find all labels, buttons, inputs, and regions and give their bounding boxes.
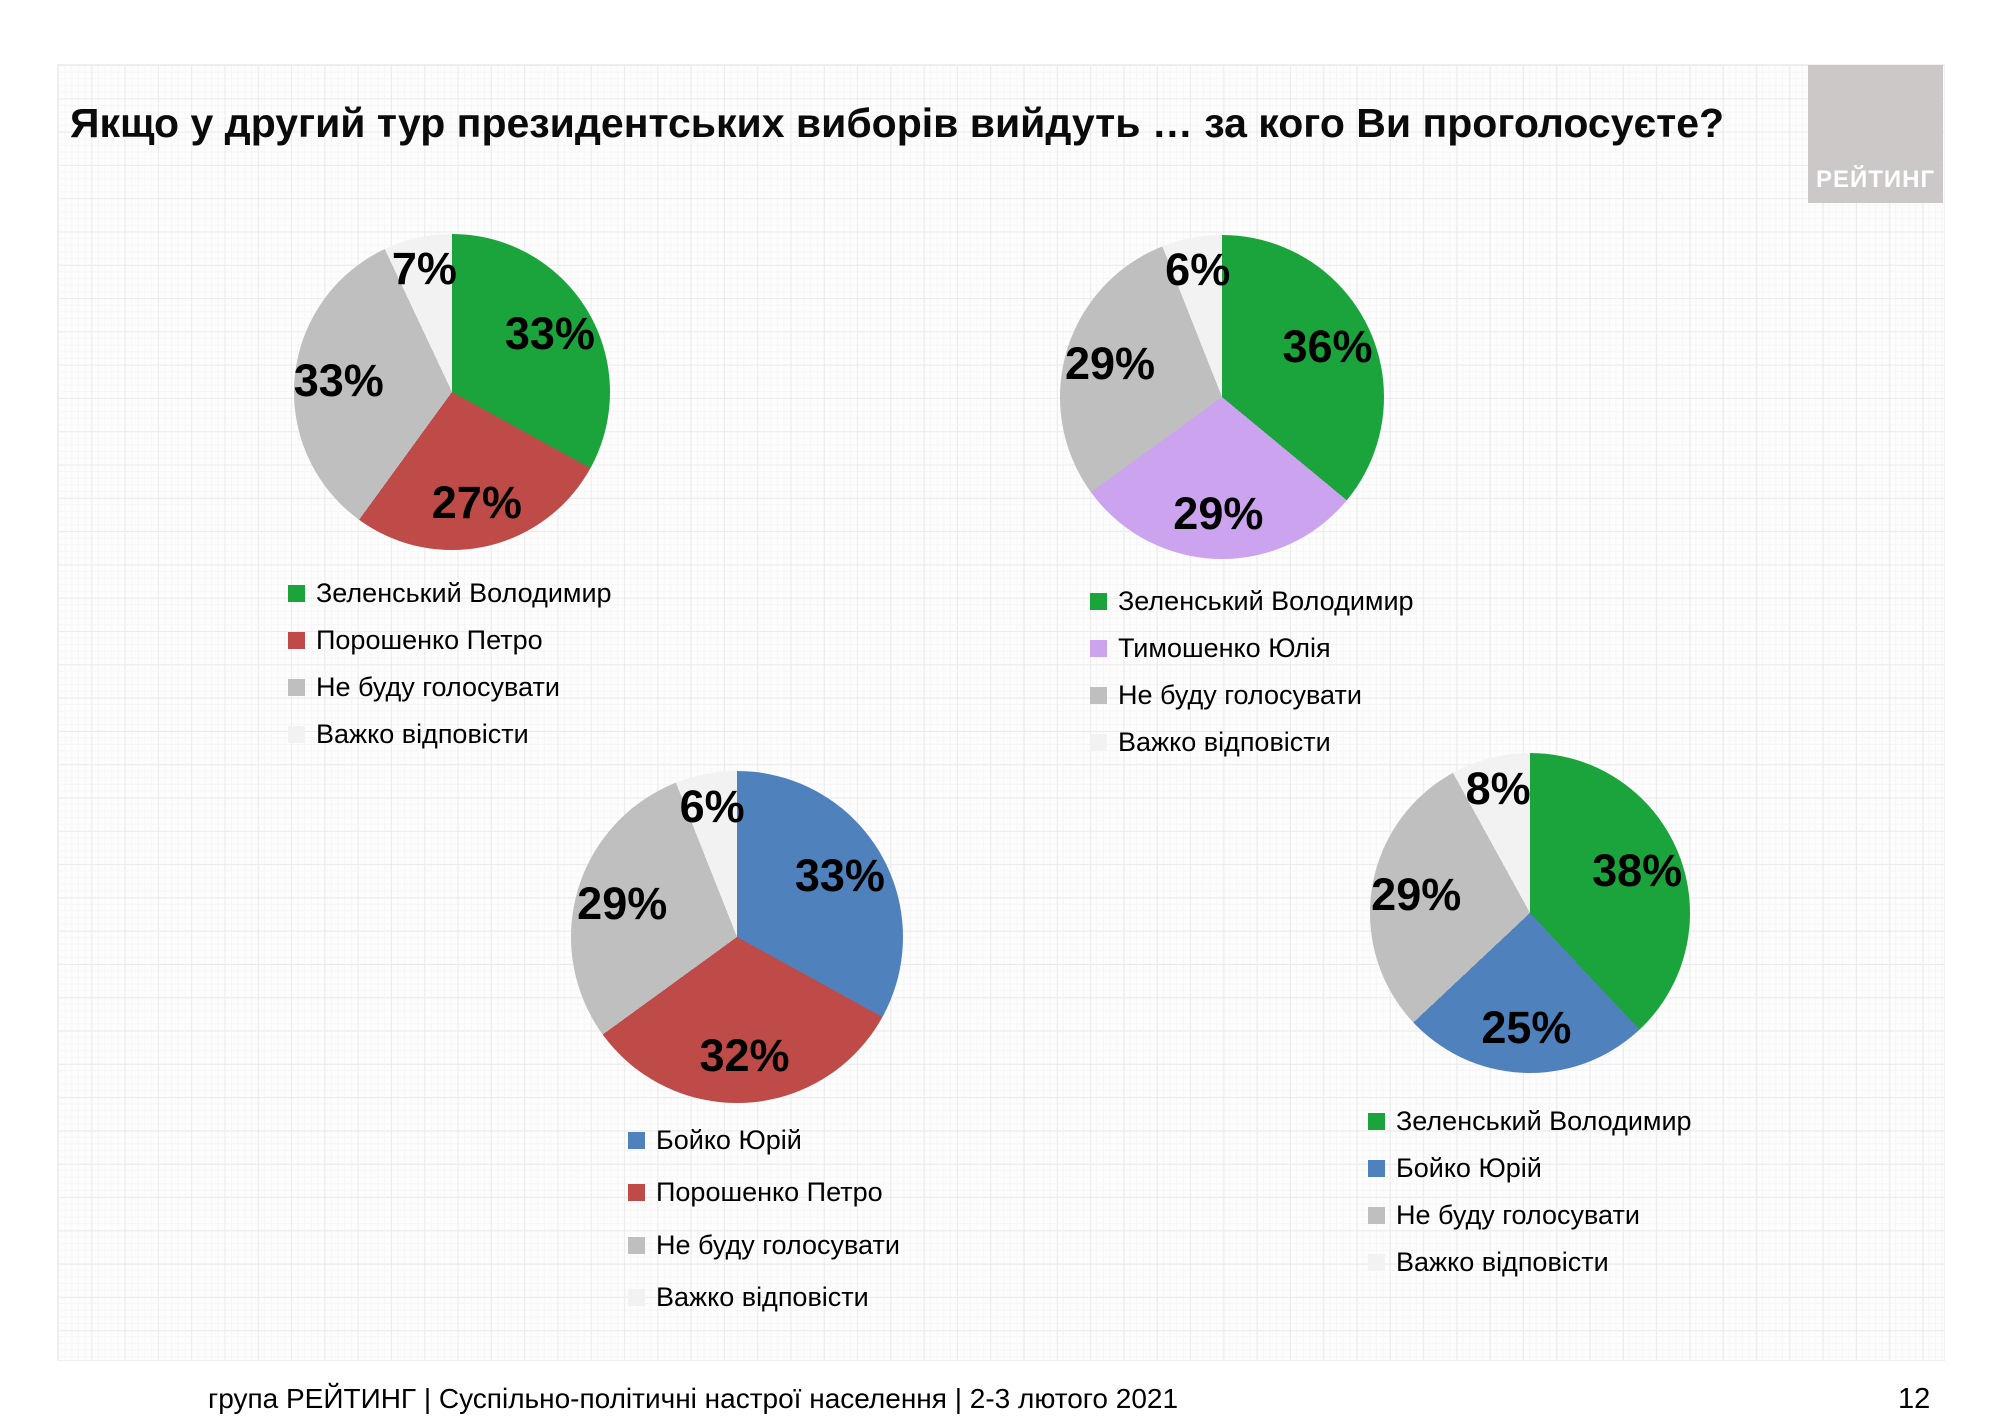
legend-swatch-icon (628, 1184, 645, 1201)
rating-group-logo: РЕЙТИНГ (1808, 65, 1943, 203)
legend-label: Не буду голосувати (316, 672, 560, 702)
page-title: Якщо у другий тур президентських виборів… (70, 100, 1725, 146)
pie-chart-4 (1370, 753, 1690, 1073)
pie-4-legend-item: Важко відповісти (1368, 1247, 1609, 1278)
legend-label: Бойко Юрій (1396, 1153, 1542, 1183)
pie-2-slice-2-value: 29% (1173, 487, 1264, 539)
legend-label: Важко відповісти (1396, 1247, 1609, 1277)
legend-label: Не буду голосувати (1396, 1200, 1640, 1230)
legend-label: Тимошенко Юлія (1118, 633, 1331, 663)
pie-1-slice-4-value: 7% (391, 242, 457, 294)
legend-swatch-icon (288, 585, 305, 602)
pie-1-legend-item: Порошенко Петро (288, 625, 543, 656)
pie-2-legend-item: Зеленський Володимир (1090, 586, 1414, 617)
pie-4-slice-2-value: 25% (1481, 1002, 1572, 1054)
legend-label: Важко відповісти (316, 719, 529, 749)
legend-label: Порошенко Петро (316, 625, 543, 655)
pie-2-slice-3-value: 29% (1064, 338, 1156, 390)
pie-chart-1 (294, 234, 610, 550)
legend-label: Не буду голосувати (1118, 680, 1362, 710)
legend-label: Зеленський Володимир (1396, 1106, 1692, 1136)
legend-swatch-icon (288, 726, 305, 743)
pie-4-slice-1-value: 38% (1592, 844, 1683, 896)
pie-2-legend-item: Важко відповісти (1090, 727, 1331, 758)
legend-swatch-icon (1090, 640, 1107, 657)
legend-swatch-icon (1090, 734, 1107, 751)
pie-2-slice-1-value: 36% (1282, 321, 1373, 373)
footer-caption: група РЕЙТИНГ | Суспільно-політичні наст… (208, 1383, 1179, 1414)
pie-1-slice-2-value: 27% (431, 477, 522, 529)
pie-3-slice-3-value: 29% (577, 877, 668, 929)
pie-1-legend-item: Зеленський Володимир (288, 578, 612, 609)
legend-label: Зеленський Володимир (1118, 586, 1414, 616)
pie-chart-2 (1060, 235, 1384, 559)
legend-swatch-icon (288, 632, 305, 649)
pie-chart-3 (571, 771, 903, 1103)
legend-swatch-icon (1368, 1113, 1385, 1130)
pie-1-slice-3-value: 33% (293, 355, 384, 407)
pie-4-slice-3-value: 29% (1371, 868, 1462, 920)
legend-label: Не буду голосувати (656, 1230, 900, 1260)
legend-label: Важко відповісти (1118, 727, 1331, 757)
legend-swatch-icon (628, 1132, 645, 1149)
pie-3-slice-1-value: 33% (794, 850, 885, 902)
legend-label: Зеленський Володимир (316, 578, 612, 608)
pie-3-legend-item: Порошенко Петро (628, 1177, 883, 1208)
pie-2-slice-4-value: 6% (1165, 243, 1231, 295)
legend-swatch-icon (1090, 687, 1107, 704)
pie-1-slice-1-value: 33% (504, 308, 595, 360)
pie-4-legend-item: Не буду голосувати (1368, 1200, 1640, 1231)
legend-swatch-icon (1090, 593, 1107, 610)
legend-label: Бойко Юрій (656, 1125, 802, 1155)
pie-3-legend-item: Бойко Юрій (628, 1125, 802, 1156)
pie-3-legend-item: Не буду голосувати (628, 1230, 900, 1261)
legend-swatch-icon (628, 1237, 645, 1254)
legend-swatch-icon (1368, 1254, 1385, 1271)
pie-4-legend-item: Зеленський Володимир (1368, 1106, 1692, 1137)
logo-wordmark: РЕЙТИНГ (1815, 166, 1936, 193)
pie-3-slice-4-value: 6% (679, 780, 745, 832)
legend-swatch-icon (1368, 1160, 1385, 1177)
legend-label: Важко відповісти (656, 1282, 869, 1312)
pie-1-legend-item: Не буду голосувати (288, 672, 560, 703)
page-number: 12 (1898, 1383, 1931, 1415)
pie-2-legend-item: Тимошенко Юлія (1090, 633, 1331, 664)
pie-3-legend-item: Важко відповісти (628, 1282, 869, 1313)
legend-swatch-icon (288, 679, 305, 696)
slide-grid-background (57, 64, 1945, 1361)
legend-swatch-icon (1368, 1207, 1385, 1224)
legend-swatch-icon (628, 1289, 645, 1306)
pie-4-legend-item: Бойко Юрій (1368, 1153, 1542, 1184)
pie-3-slice-2-value: 32% (699, 1030, 790, 1082)
pie-1-legend-item: Важко відповісти (288, 719, 529, 750)
pie-2-legend-item: Не буду голосувати (1090, 680, 1362, 711)
pie-4-slice-4-value: 8% (1465, 763, 1531, 815)
legend-label: Порошенко Петро (656, 1177, 883, 1207)
